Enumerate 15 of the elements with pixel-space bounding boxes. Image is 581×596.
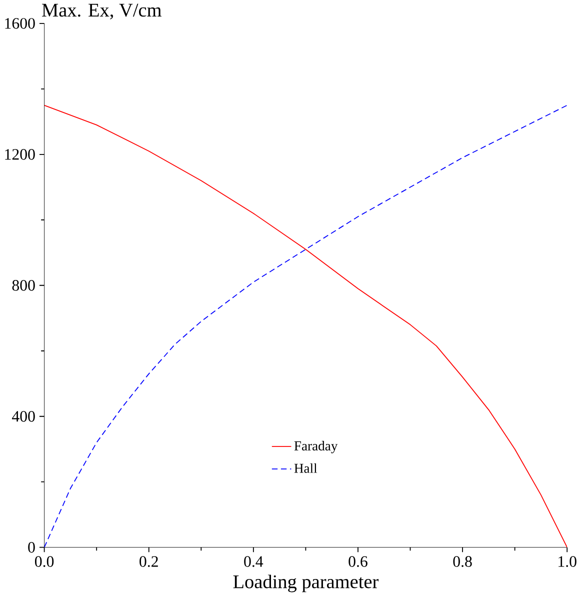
y-axis-title: Max. Ex, V/cm <box>42 4 162 20</box>
y-tick-label: 0 <box>28 542 35 553</box>
x-tick-label: 0.6 <box>348 556 368 567</box>
y-tick-label: 800 <box>12 280 35 291</box>
legend-label: Faraday <box>294 440 338 454</box>
y-tick-label: 1200 <box>5 149 35 160</box>
y-tick-label: 400 <box>12 411 35 422</box>
y-tick-label: 1600 <box>5 18 35 29</box>
x-axis-title: Loading parameter <box>233 574 379 592</box>
x-tick-label: 1.0 <box>558 556 577 567</box>
x-tick-label: 0.0 <box>35 556 54 567</box>
legend-label: Hall <box>294 463 318 473</box>
x-tick-label: 0.8 <box>453 556 472 567</box>
x-tick-label: 0.2 <box>140 556 158 567</box>
x-tick-label: 0.4 <box>244 556 264 567</box>
